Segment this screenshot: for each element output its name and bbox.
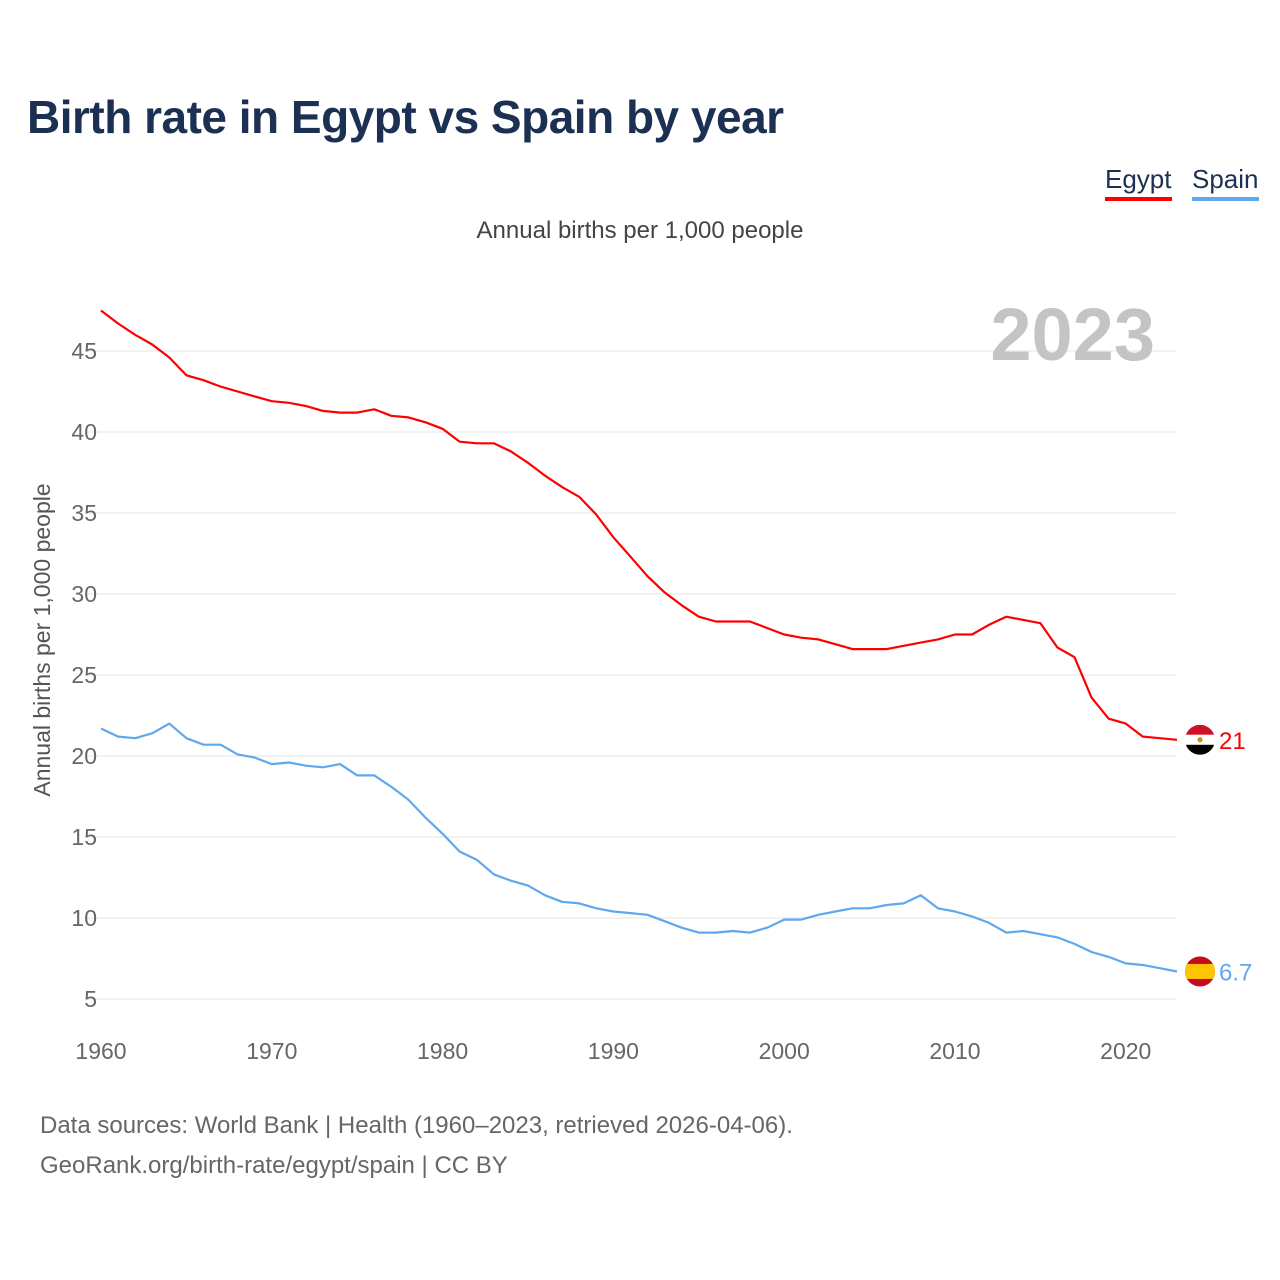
footer-link[interactable]: GeoRank.org/birth-rate/egypt/spain | CC … [40,1152,508,1179]
x-tick-label: 1960 [75,1038,126,1064]
y-tick-label: 15 [71,824,97,850]
chart-subtitle: Annual births per 1,000 people [476,217,804,244]
y-axis-label: Annual births per 1,000 people [29,483,55,796]
series-line-egypt [100,309,1178,741]
x-tick-label: 2000 [759,1038,810,1064]
end-value-label: 6.7 [1219,959,1252,986]
footer: Data sources: World Bank | Health (1960–… [40,1106,793,1186]
y-tick-label: 25 [71,662,97,688]
egypt-flag-icon [1185,724,1215,755]
y-tick-label: 5 [84,986,97,1012]
spain-flag-icon [1185,956,1215,987]
y-tick-label: 10 [71,905,97,931]
legend-egypt[interactable]: Egypt [1105,164,1172,201]
chart-title: Birth rate in Egypt vs Spain by year [27,91,784,143]
y-tick-label: 35 [71,500,97,526]
x-tick-label: 2010 [929,1038,980,1064]
footer-sources: Data sources: World Bank | Health (1960–… [40,1112,793,1139]
x-tick-label: 1970 [246,1038,297,1064]
x-tick-label: 1980 [417,1038,468,1064]
y-tick-label: 20 [71,743,97,769]
x-tick-label: 1990 [588,1038,639,1064]
series-line-spain [100,722,1178,973]
end-value-label: 21 [1219,728,1246,755]
y-tick-label: 45 [71,338,97,364]
year-label: 2023 [990,293,1155,376]
legend-spain[interactable]: Spain [1192,164,1259,201]
y-tick-label: 30 [71,581,97,607]
x-tick-label: 2020 [1100,1038,1151,1064]
y-tick-label: 40 [71,419,97,445]
